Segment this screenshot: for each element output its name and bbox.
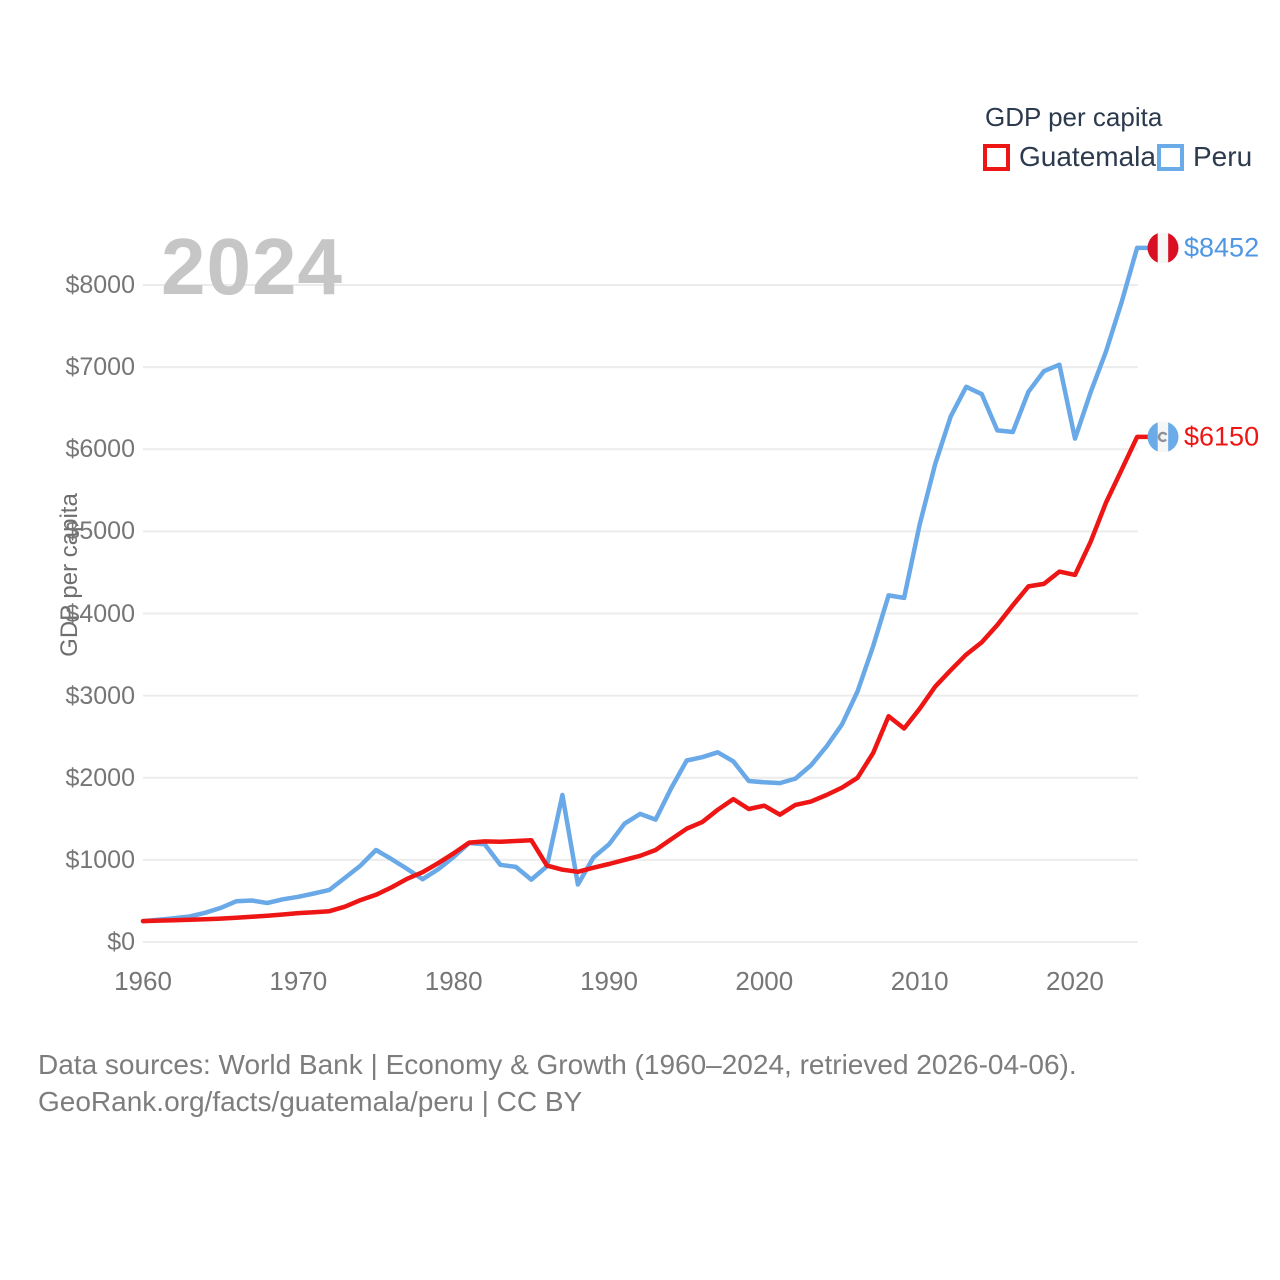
guatemala-series-swatch-icon bbox=[983, 143, 1010, 171]
guatemala-line[interactable] bbox=[140, 434, 1152, 924]
year-watermark: 2024 bbox=[161, 222, 343, 311]
legend-item-guatemala[interactable]: Guatemala bbox=[983, 141, 1156, 173]
x-tick-1960: 1960 bbox=[114, 966, 172, 996]
peru-end-value-label: $8452 bbox=[1184, 232, 1260, 263]
footer-attribution-line: GeoRank.org/facts/guatemala/peru | CC BY bbox=[38, 1086, 583, 1117]
y-tick-$4000: $4000 bbox=[65, 599, 135, 628]
legend-label-peru: Peru bbox=[1193, 141, 1253, 172]
y-tick-$5000: $5000 bbox=[65, 517, 135, 546]
footer: Data sources: World Bank | Economy & Gro… bbox=[38, 1046, 1077, 1120]
y-tick-$2000: $2000 bbox=[65, 763, 135, 792]
y-tick-$8000: $8000 bbox=[65, 271, 135, 299]
y-tick-$3000: $3000 bbox=[65, 681, 135, 710]
guatemala-end-value-label: $6150 bbox=[1184, 421, 1260, 452]
footer-sources-line: Data sources: World Bank | Economy & Gro… bbox=[38, 1049, 1077, 1080]
peru-series-swatch-icon bbox=[1157, 143, 1184, 171]
y-tick-$0: $0 bbox=[107, 928, 135, 956]
x-tick-1990: 1990 bbox=[580, 966, 638, 996]
guatemala-flag-icon bbox=[1147, 421, 1179, 453]
x-tick-1970: 1970 bbox=[269, 966, 328, 996]
x-tick-1980: 1980 bbox=[424, 966, 483, 996]
x-tick-2020: 2020 bbox=[1046, 966, 1104, 996]
peru-flag-icon bbox=[1147, 232, 1179, 264]
y-tick-$6000: $6000 bbox=[65, 435, 135, 464]
x-tick-2010: 2010 bbox=[890, 966, 949, 996]
y-tick-$7000: $7000 bbox=[65, 353, 135, 382]
legend-item-peru[interactable]: Peru bbox=[1157, 141, 1252, 173]
legend-title: GDP per capita bbox=[985, 102, 1163, 132]
legend-label-guatemala: Guatemala bbox=[1019, 141, 1156, 172]
y-tick-$1000: $1000 bbox=[65, 845, 135, 874]
peru-line[interactable] bbox=[140, 245, 1152, 924]
x-tick-2000: 2000 bbox=[735, 966, 794, 996]
